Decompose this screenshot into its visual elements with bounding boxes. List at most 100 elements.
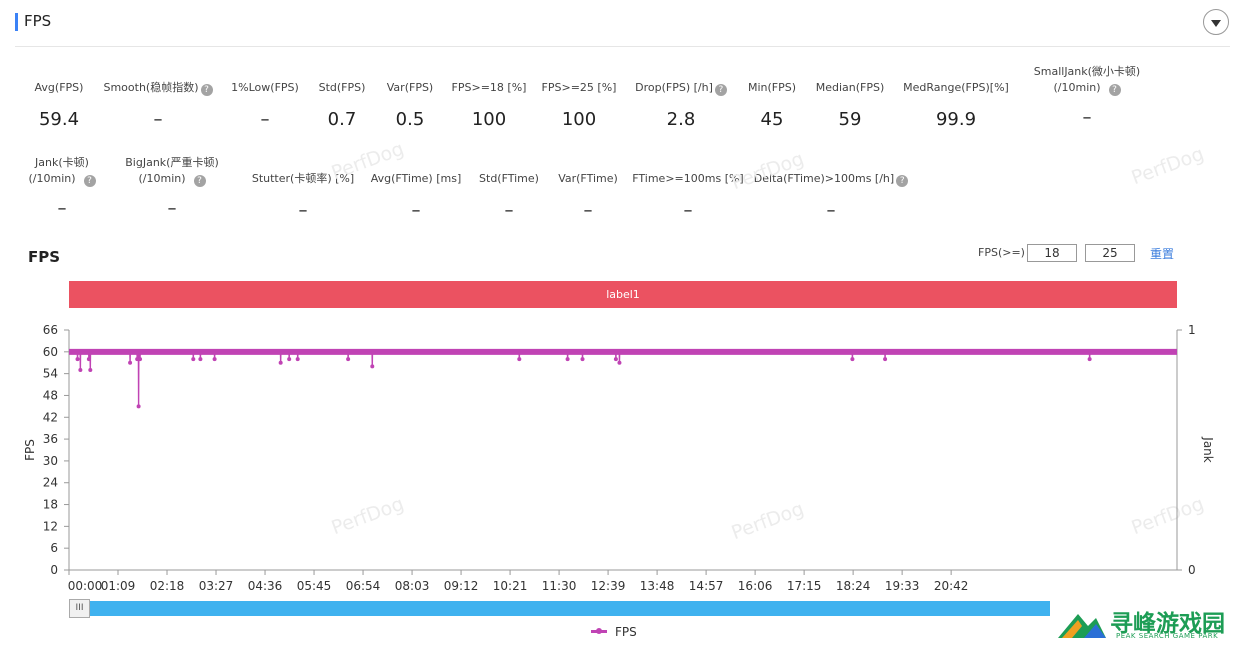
y-tick-label: 48 xyxy=(43,388,58,402)
data-point xyxy=(75,357,80,362)
help-icon[interactable]: ? xyxy=(200,84,213,96)
stat-unit-text: (/10min) xyxy=(28,172,76,185)
stat-value: – xyxy=(260,109,270,130)
x-tick-label: 08:03 xyxy=(395,579,430,593)
x-tick-label: 00:00 xyxy=(68,579,103,593)
x-tick-label: 03:27 xyxy=(199,579,234,593)
stat-label: Delta(FTime)>100ms [/h]? xyxy=(751,171,911,187)
stat-label: FPS>=18 [%] xyxy=(409,80,569,96)
stat-unit-text: (/10min) xyxy=(1053,81,1101,94)
x-tick-label: 20:42 xyxy=(934,579,969,593)
logo-text: 寻峰游戏园 xyxy=(1110,611,1225,637)
mountain-logo-icon xyxy=(1058,614,1106,638)
x-tick-label: 17:15 xyxy=(787,579,822,593)
stat-value: 59.4 xyxy=(38,109,80,130)
y-tick-label: 6 xyxy=(50,541,58,555)
stat-label-text: FPS>=18 [%] xyxy=(451,81,527,94)
stat-label-text: Stutter(卡顿率) [%] xyxy=(251,172,355,185)
stat-row2-3: Avg(FTime) [ms] – xyxy=(336,171,496,221)
help-icon[interactable]: ? xyxy=(1108,84,1121,96)
header-divider xyxy=(15,46,1230,47)
threshold-label: FPS(>=) xyxy=(978,246,1025,259)
data-point xyxy=(295,357,300,362)
x-tick-label: 09:12 xyxy=(444,579,479,593)
y-tick-label: 0 xyxy=(50,563,58,577)
stat-row1-9: Median(FPS) 59 xyxy=(770,80,930,130)
chart-title: FPS xyxy=(28,248,61,266)
stat-row2-5: Var(FTime) – xyxy=(508,171,668,221)
stat-label-text: Median(FPS) xyxy=(815,81,885,94)
series-line xyxy=(69,351,1177,407)
time-range-slider[interactable] xyxy=(69,601,1050,616)
data-point xyxy=(287,357,292,362)
data-point xyxy=(565,357,570,362)
stat-row2-2: Stutter(卡顿率) [%] – xyxy=(223,171,383,221)
legend-label: FPS xyxy=(615,625,637,639)
site-logo: 寻峰游戏园 PEAK SEARCH GAME PARK xyxy=(1058,606,1248,646)
stat-value: – xyxy=(57,198,67,219)
stat-row1-7: Drop(FPS) [/h]? 2.8 xyxy=(601,80,761,130)
y-tick-label: 24 xyxy=(43,476,58,490)
data-point xyxy=(850,357,855,362)
help-icon[interactable]: ? xyxy=(714,84,727,96)
stat-label: FPS>=25 [%] xyxy=(499,80,659,96)
stat-value: 2.8 xyxy=(666,109,696,130)
threshold-input-2[interactable] xyxy=(1085,244,1135,262)
data-point xyxy=(198,357,203,362)
help-icon[interactable]: ? xyxy=(896,175,909,187)
stat-label: Stutter(卡顿率) [%] xyxy=(223,171,383,187)
stat-label: Drop(FPS) [/h]? xyxy=(601,80,761,96)
legend-item-fps[interactable]: FPS xyxy=(591,625,637,639)
stat-value: – xyxy=(504,200,514,221)
help-icon[interactable]: ? xyxy=(193,175,206,187)
help-icon[interactable]: ? xyxy=(83,175,96,187)
stat-label: Median(FPS) xyxy=(770,80,930,96)
x-tick-label: 14:57 xyxy=(689,579,724,593)
stat-label-text: Delta(FTime)>100ms [/h] xyxy=(753,172,895,185)
threshold-input-1[interactable] xyxy=(1027,244,1077,262)
y-tick-label: 54 xyxy=(43,367,58,381)
data-point xyxy=(1087,357,1092,362)
stat-value: – xyxy=(826,200,836,221)
data-point xyxy=(617,360,622,365)
x-tick-label: 16:06 xyxy=(738,579,773,593)
data-point xyxy=(78,368,83,372)
x-tick-label: 18:24 xyxy=(836,579,871,593)
stat-label: BigJank(严重卡顿) xyxy=(92,155,252,171)
stat-label-unit: (/10min)? xyxy=(0,171,142,187)
stat-row1-0: Avg(FPS) 59.4 xyxy=(0,80,139,130)
chevron-down-icon xyxy=(1211,19,1221,27)
stat-label-text: Std(FTime) xyxy=(479,172,539,185)
x-tick-label: 12:39 xyxy=(591,579,626,593)
collapse-button[interactable] xyxy=(1203,9,1229,35)
y-right-axis-title: Jank xyxy=(1201,436,1215,462)
stat-row1-11: SmallJank(微小卡顿) (/10min)? – xyxy=(1007,64,1167,128)
stat-label: FTime>=100ms [%] xyxy=(608,171,768,187)
data-point xyxy=(86,357,91,362)
logo-subtitle: PEAK SEARCH GAME PARK xyxy=(1116,632,1219,640)
stat-value: 99.9 xyxy=(935,109,977,130)
stat-label: MedRange(FPS)[%] xyxy=(876,80,1036,96)
stat-label-text: FTime>=100ms [%] xyxy=(632,172,744,185)
stat-value: – xyxy=(411,200,421,221)
reset-link[interactable]: 重置 xyxy=(1150,247,1175,261)
line-marker-icon xyxy=(591,628,607,634)
stat-label: Avg(FTime) [ms] xyxy=(336,171,496,187)
stat-value: – xyxy=(153,109,163,130)
stat-label-text: Var(FTime) xyxy=(558,172,618,185)
stat-label: SmallJank(微小卡顿) xyxy=(1007,64,1167,80)
data-point xyxy=(191,357,196,362)
x-tick-label: 10:21 xyxy=(493,579,528,593)
y-tick-label: 60 xyxy=(43,345,58,359)
y-axis-title: FPS xyxy=(23,439,37,461)
label-bar[interactable]: label1 xyxy=(69,281,1177,308)
stat-value: – xyxy=(298,200,308,221)
stat-label-text: FPS>=25 [%] xyxy=(541,81,617,94)
y-tick-label: 12 xyxy=(43,519,58,533)
slider-handle[interactable]: III xyxy=(69,599,90,618)
stat-value: – xyxy=(583,200,593,221)
stat-row2-0: Jank(卡顿) (/10min)? – xyxy=(0,155,142,219)
stat-value: 100 xyxy=(471,109,507,130)
stat-row2-1: BigJank(严重卡顿) (/10min)? – xyxy=(92,155,252,219)
